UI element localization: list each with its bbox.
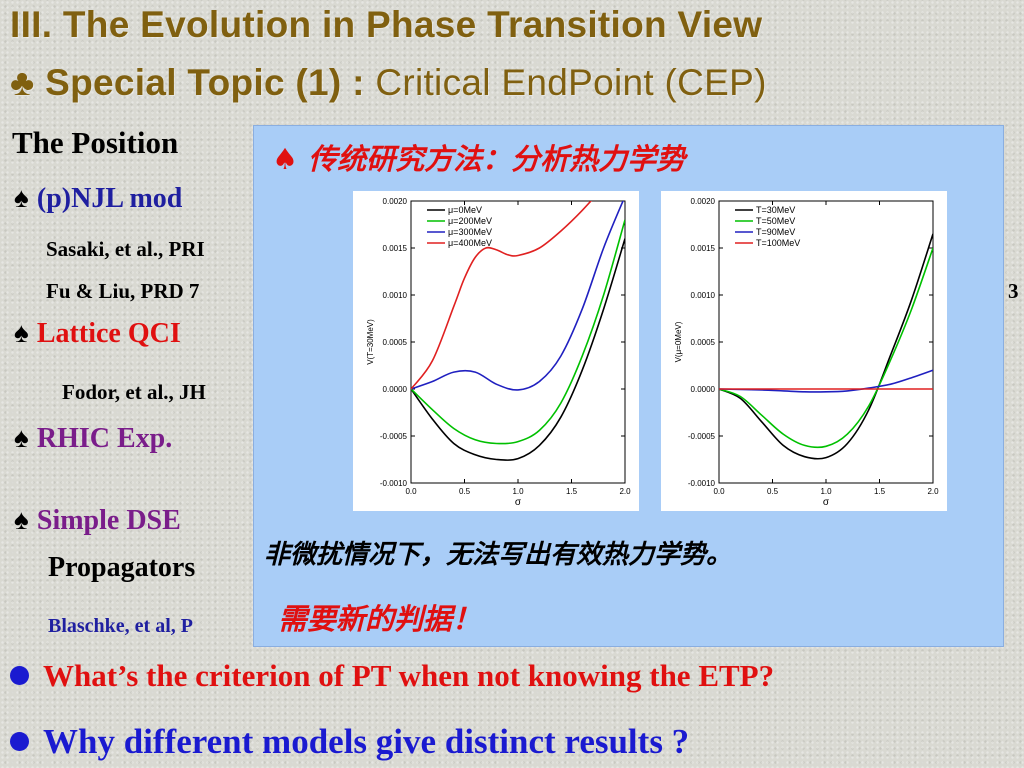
y-tick-label: -0.0005 [380,432,408,441]
x-tick-label: 0.5 [767,487,779,496]
y-tick-label: 0.0010 [691,291,716,300]
y-tick-label: 0.0005 [691,338,716,347]
item-rhic: ♠ RHIC Exp. [14,423,172,455]
overlay-note-1: 非微扰情况下，无法写出有效热力学势。 [264,540,733,570]
legend-label: μ=300MeV [448,227,492,237]
slide-title: III. The Evolution in Phase Transition V… [10,4,763,45]
ref-fu-liu: Fu & Liu, PRD 7 [46,279,200,303]
y-tick-label: 0.0015 [383,244,408,253]
ref-fu-liu-tail: 3 [1008,279,1019,303]
item-dse-propagators: Propagators [48,552,196,583]
legend-label: T=90MeV [756,227,795,237]
y-tick-label: -0.0005 [688,432,716,441]
series-line-1 [719,247,933,449]
chart-right-panel: -0.0010 -0.0005 0.0000 0.0005 0.0010 0.0015 0.… [661,191,947,511]
x-tick-label: 2.0 [619,487,631,496]
y-tick-label: 0.0015 [691,244,716,253]
y-tick-label: -0.0010 [380,479,408,488]
x-tick-label: 0.5 [459,487,471,496]
y-tick-label: 0.0010 [383,291,408,300]
y-tick-label: -0.0010 [688,479,716,488]
chart-mu-potential: -0.0010 -0.0005 0.0000 0.0005 0.0010 0.0015 0.… [366,197,631,508]
bullet-dot-icon [10,666,29,686]
chart-t-potential: -0.0010 -0.0005 0.0000 0.0005 0.0010 0.0015 0.… [674,197,939,508]
bullet-dot-icon [10,732,29,752]
x-tick-label: 0.0 [405,487,417,496]
series-line-0 [411,238,625,461]
series-line-1 [411,219,625,445]
x-tick-label: 1.5 [874,487,886,496]
series-line-2 [719,369,933,393]
spade-icon: ♠ [14,318,29,349]
y-tick-label: 0.0000 [383,385,408,394]
x-tick-label: 1.0 [512,487,524,496]
y-tick-label: 0.0020 [383,197,408,206]
spade-icon: ♠ [14,183,29,214]
spade-icon: ♠ [14,505,29,536]
item-njl: ♠ (p)NJL mod [14,183,182,215]
ref-sasaki: Sasaki, et al., PRI [46,237,205,261]
subtitle-topic: ♣ Special Topic (1) : [10,62,365,103]
item-rhic-text: RHIC Exp. [36,423,173,454]
question-1: What’s the criterion of PT when not know… [10,658,774,694]
item-lattice: ♠ Lattice QCI [14,318,181,350]
legend-label: μ=400MeV [448,238,492,248]
question-2: Why different models give distinct resul… [10,722,689,762]
x-axis-label: σ [515,497,522,508]
question-2-text: Why different models give distinct resul… [43,722,690,761]
chart-left-panel: -0.0010 -0.0005 0.0000 0.0005 0.0010 0.0015 0.… [353,191,639,511]
series-line-0 [719,233,933,460]
legend-label: T=100MeV [756,238,800,248]
spade-icon: ♠ [14,423,29,454]
legend-label: T=30MeV [756,205,795,215]
x-tick-label: 1.5 [566,487,578,496]
x-tick-label: 1.0 [820,487,832,496]
legend-label: T=50MeV [756,216,795,226]
legend-label: μ=0MeV [448,205,482,215]
item-njl-text: (p)NJL mod [36,183,183,214]
item-lattice-text: Lattice QCI [36,318,181,349]
x-tick-label: 0.0 [713,487,725,496]
item-dse-text: Simple DSE [36,505,181,536]
x-axis-label: σ [823,497,830,508]
ref-blaschke: Blaschke, et al, P [48,615,193,637]
item-dse: ♠ Simple DSE [14,505,181,537]
ref-fodor: Fodor, et al., JH [62,380,206,404]
subtitle-cep: Critical EndPoint (CEP) [364,62,767,103]
y-axis-label: V(T=30MeV) [366,319,375,365]
overlay-title: ♠ 传统研究方法：分析热力学势 [272,142,686,176]
slide-subtitle: ♣ Special Topic (1) : Critical EndPoint … [10,62,767,104]
y-tick-label: 0.0020 [691,197,716,206]
y-tick-label: 0.0005 [383,338,408,347]
series-line-3 [411,201,592,390]
overlay-panel: ♠ 传统研究方法：分析热力学势 -0.0010 -0.0005 0.0000 0.00… [253,125,1004,647]
y-axis-label: V(μ=0MeV) [674,321,683,362]
series-line-2 [411,201,624,391]
body-heading: The Position [12,125,179,160]
question-1-text: What’s the criterion of PT when not know… [43,658,775,693]
overlay-note-2: 需要新的判据！ [278,602,482,636]
legend-label: μ=200MeV [448,216,492,226]
y-tick-label: 0.0000 [691,385,716,394]
x-tick-label: 2.0 [927,487,939,496]
